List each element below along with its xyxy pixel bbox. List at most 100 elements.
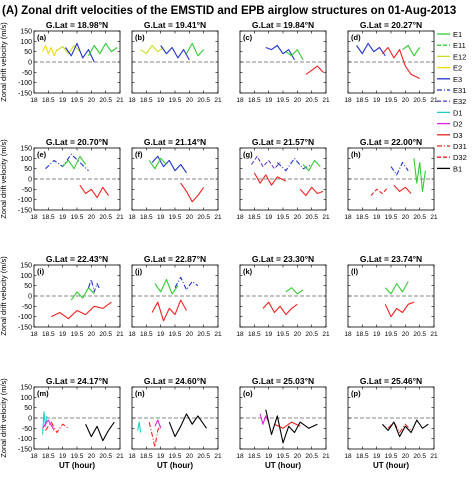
panel-series (148, 155, 205, 203)
y-tick-label: -150 (18, 447, 32, 454)
x-tick-label: 21 (430, 331, 438, 338)
series-line-E31 (174, 276, 199, 291)
panel-title: G.Lat = 25.03°N (252, 376, 314, 386)
y-tick-label: -100 (18, 314, 32, 321)
panel-n: G.Lat = 24.60°N 18 18.5 19 19.5 20 20.5 21 (n) (128, 376, 222, 460)
panel-e: G.Lat = 20.70°N -150 -100 -50 0 50 100 150 18 18.… (18, 137, 124, 221)
series-line-E1 (154, 278, 179, 295)
x-tick-label: 19 (59, 97, 67, 104)
series-line-E1 (148, 157, 167, 170)
x-tick-label: 21 (116, 214, 124, 221)
series-line-E1 (88, 42, 118, 57)
x-tick-label: 21 (116, 331, 124, 338)
panel-tag: (k) (243, 267, 253, 276)
x-tick-label: 20.5 (413, 453, 426, 460)
y-tick-label: 50 (24, 49, 32, 56)
x-tick-label: 18 (30, 97, 38, 104)
x-tick-label: 21 (322, 97, 330, 104)
x-tick-label: 19.5 (385, 453, 398, 460)
x-tick-label: 19.5 (385, 214, 398, 221)
x-tick-label: 21 (430, 453, 438, 460)
series-line-E1 (413, 158, 426, 192)
panel-i: G.Lat = 22.43°N -150 -100 -50 0 50 100 150 18 18.… (18, 254, 124, 338)
x-tick-label: 21 (214, 214, 222, 221)
x-tick-label: 19.5 (385, 331, 398, 338)
panel-tag: (g) (243, 150, 253, 159)
panel-series (42, 42, 118, 63)
x-tick-label: 19 (265, 214, 273, 221)
x-axis-label: UT (hour) (157, 461, 193, 470)
panel-title: G.Lat = 19.84°N (252, 20, 314, 30)
panel-title: G.Lat = 19.41°N (144, 20, 206, 30)
x-tick-label: 20.5 (305, 97, 318, 104)
series-line-E1 (384, 281, 409, 295)
x-tick-label: 19.5 (71, 331, 84, 338)
y-tick-label: 0 (28, 294, 32, 301)
x-tick-label: 18.5 (356, 453, 369, 460)
x-tick-label: 18.5 (140, 453, 153, 460)
x-tick-label: 21 (116, 97, 124, 104)
x-tick-label: 18 (344, 331, 352, 338)
x-tick-label: 20 (294, 331, 302, 338)
panel-a: G.Lat = 18.98°N -150 -100 -50 0 50 100 150 18 18.… (18, 20, 124, 104)
x-tick-label: 19 (59, 453, 67, 460)
legend-label-E11: E11 (453, 41, 466, 50)
panel-series (384, 281, 415, 318)
series-line-E31 (390, 161, 409, 176)
y-tick-label: 150 (20, 146, 32, 153)
x-tick-label: 21 (430, 214, 438, 221)
panel-tag: (h) (351, 150, 361, 159)
y-tick-label: 100 (20, 39, 32, 46)
panel-series (45, 153, 109, 199)
x-tick-label: 19.5 (277, 214, 290, 221)
x-tick-label: 20.5 (197, 331, 210, 338)
x-tick-label: 19.5 (277, 331, 290, 338)
series-line-B1 (265, 409, 318, 444)
x-tick-label: 19 (373, 214, 381, 221)
y-tick-label: 100 (20, 156, 32, 163)
y-axis-label: Zonal drift velocity (m/s) (0, 22, 8, 102)
x-tick-label: 21 (116, 453, 124, 460)
x-tick-label: 19.5 (169, 97, 182, 104)
series-line-D3 (180, 182, 205, 203)
panel-series (251, 155, 324, 197)
x-tick-label: 21 (214, 453, 222, 460)
x-tick-label: 21 (430, 97, 438, 104)
panel-tag: (c) (243, 33, 253, 42)
panel-title: G.Lat = 21.57°N (252, 137, 314, 147)
y-tick-label: 100 (20, 273, 32, 280)
x-tick-label: 18.5 (42, 97, 55, 104)
x-tick-label: 20 (186, 214, 194, 221)
legend-label-D1: D1 (453, 108, 463, 117)
series-line-B1 (168, 413, 207, 438)
panel-tag: (d) (351, 33, 361, 42)
panel-f: G.Lat = 21.14°N 18 18.5 19 19.5 20 20.5 21 (f) (128, 137, 222, 221)
panel-title: G.Lat = 25.46°N (360, 376, 422, 386)
x-tick-label: 18 (344, 214, 352, 221)
x-tick-label: 18.5 (42, 331, 55, 338)
panel-series (356, 42, 421, 79)
x-tick-label: 20 (88, 453, 96, 460)
x-tick-label: 20 (294, 453, 302, 460)
panel-tag: (l) (351, 267, 359, 276)
y-tick-label: -50 (22, 70, 32, 77)
series-line-D31 (148, 421, 162, 448)
x-tick-label: 20.5 (305, 453, 318, 460)
panel-series (259, 409, 318, 444)
x-tick-label: 18 (344, 453, 352, 460)
x-tick-label: 20.5 (305, 331, 318, 338)
y-tick-label: -100 (18, 197, 32, 204)
panel-title: G.Lat = 24.60°N (144, 376, 206, 386)
y-tick-label: -50 (22, 304, 32, 311)
x-tick-label: 18.5 (248, 214, 261, 221)
series-line-E3 (65, 42, 95, 63)
series-line-E1 (285, 49, 304, 61)
legend-label-D32: D32 (453, 153, 467, 162)
x-tick-label: 18.5 (356, 214, 369, 221)
legend-label-E31: E31 (453, 86, 466, 95)
series-line-D2 (259, 413, 270, 425)
series-line-E1 (402, 44, 421, 57)
panel-series (151, 276, 199, 322)
x-tick-label: 19.5 (385, 97, 398, 104)
x-tick-label: 19 (157, 331, 165, 338)
